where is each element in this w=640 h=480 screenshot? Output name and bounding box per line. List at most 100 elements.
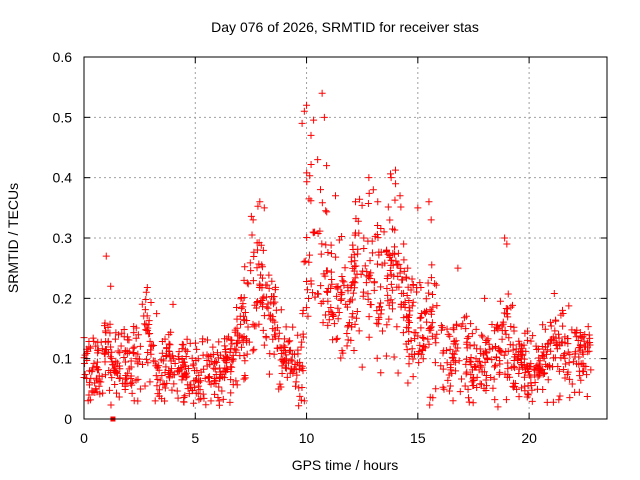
data-point: [507, 303, 515, 311]
data-point: [92, 376, 100, 384]
data-point: [143, 284, 151, 292]
data-point: [575, 367, 583, 375]
data-point: [502, 396, 510, 404]
data-point: [426, 306, 434, 314]
data-point: [558, 306, 566, 314]
data-point: [323, 267, 331, 275]
data-point: [317, 250, 325, 258]
data-point: [303, 278, 311, 286]
data-point: [399, 329, 407, 337]
data-point: [384, 250, 392, 258]
data-point: [229, 357, 237, 365]
data-point: [503, 240, 511, 248]
data-point: [147, 346, 155, 354]
data-point: [352, 198, 360, 206]
data-point: [146, 329, 154, 337]
data-point: [158, 371, 166, 379]
data-point: [171, 360, 179, 368]
data-point: [132, 334, 140, 342]
data-point: [555, 334, 563, 342]
data-point: [496, 357, 504, 365]
data-point: [155, 386, 163, 394]
data-point: [405, 297, 413, 305]
data-point: [138, 361, 146, 369]
data-point: [479, 333, 487, 341]
data-point: [449, 397, 457, 405]
data-point: [232, 377, 240, 385]
x-tick-label: 0: [80, 430, 88, 446]
data-point: [303, 169, 311, 177]
data-point: [180, 398, 188, 406]
data-point: [241, 372, 249, 380]
data-point: [199, 390, 207, 398]
data-point: [517, 347, 525, 355]
data-point: [462, 370, 470, 378]
data-point: [492, 343, 500, 351]
data-point: [162, 352, 170, 360]
data-point: [102, 337, 110, 345]
data-point: [112, 368, 120, 376]
data-point: [195, 396, 203, 404]
data-point: [577, 360, 585, 368]
data-point: [427, 323, 435, 331]
data-point: [364, 200, 372, 208]
data-point: [350, 346, 358, 354]
data-point: [536, 365, 544, 373]
data-point: [108, 358, 116, 366]
data-point: [428, 319, 436, 327]
data-point: [166, 369, 174, 377]
data-point: [446, 332, 454, 340]
data-point: [165, 340, 173, 348]
data-point: [307, 131, 315, 139]
data-point: [287, 356, 295, 364]
data-point: [107, 369, 115, 377]
data-point: [384, 297, 392, 305]
data-point: [467, 361, 475, 369]
data-point: [319, 319, 327, 327]
data-point: [370, 279, 378, 287]
data-point: [398, 276, 406, 284]
data-point: [505, 334, 513, 342]
data-point: [540, 354, 548, 362]
data-point: [287, 365, 295, 373]
data-point: [169, 300, 177, 308]
data-point: [106, 386, 114, 394]
data-point: [201, 374, 209, 382]
data-point: [218, 387, 226, 395]
data-point: [276, 343, 284, 351]
data-point: [565, 359, 573, 367]
data-point: [408, 275, 416, 283]
x-tick-label: 10: [299, 430, 315, 446]
data-point: [324, 321, 332, 329]
data-point: [440, 385, 448, 393]
data-point: [461, 382, 469, 390]
data-point: [153, 382, 161, 390]
data-point: [311, 293, 319, 301]
data-point: [141, 320, 149, 328]
data-point: [106, 353, 114, 361]
data-point: [395, 283, 403, 291]
data-point: [398, 290, 406, 298]
data-point: [100, 349, 108, 357]
data-point: [432, 339, 440, 347]
data-point: [266, 311, 274, 319]
data-point: [531, 378, 539, 386]
data-point: [472, 325, 480, 333]
data-point: [127, 357, 135, 365]
data-point: [377, 224, 385, 232]
data-point: [457, 322, 465, 330]
data-point: [214, 354, 222, 362]
data-point: [107, 401, 115, 409]
data-point: [241, 263, 249, 271]
data-point: [387, 170, 395, 178]
data-point: [564, 348, 572, 356]
data-point: [478, 331, 486, 339]
data-point: [468, 378, 476, 386]
data-point: [108, 348, 116, 356]
data-point: [431, 334, 439, 342]
data-point: [469, 399, 477, 407]
data-point: [464, 394, 472, 402]
data-point: [381, 259, 389, 267]
data-point: [377, 310, 385, 318]
data-point: [482, 387, 490, 395]
